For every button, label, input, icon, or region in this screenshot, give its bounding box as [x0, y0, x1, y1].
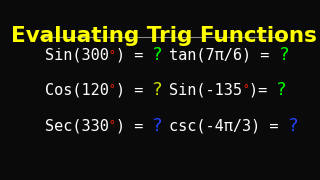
Text: ?: ? [152, 46, 163, 64]
Text: °: ° [109, 121, 116, 130]
Text: ?: ? [152, 80, 163, 98]
Text: tan(7π/6) =: tan(7π/6) = [169, 47, 278, 62]
Text: Sec(330: Sec(330 [45, 118, 109, 133]
Text: ?: ? [278, 46, 289, 64]
Text: °: ° [242, 85, 249, 94]
Text: ) =: ) = [116, 82, 152, 97]
Text: Sin(300: Sin(300 [45, 47, 109, 62]
Text: °: ° [109, 50, 116, 60]
Text: ?: ? [288, 117, 299, 135]
Text: ) =: ) = [116, 47, 152, 62]
Text: Evaluating Trig Functions: Evaluating Trig Functions [11, 26, 317, 46]
Text: ?: ? [152, 117, 163, 135]
Text: ) =: ) = [116, 118, 152, 133]
Text: )=: )= [249, 82, 276, 97]
Text: °: ° [109, 85, 116, 94]
Text: ?: ? [276, 80, 287, 98]
Text: csc(-4π/3) =: csc(-4π/3) = [169, 118, 288, 133]
Text: Cos(120: Cos(120 [45, 82, 109, 97]
Text: Sin(-135: Sin(-135 [169, 82, 242, 97]
